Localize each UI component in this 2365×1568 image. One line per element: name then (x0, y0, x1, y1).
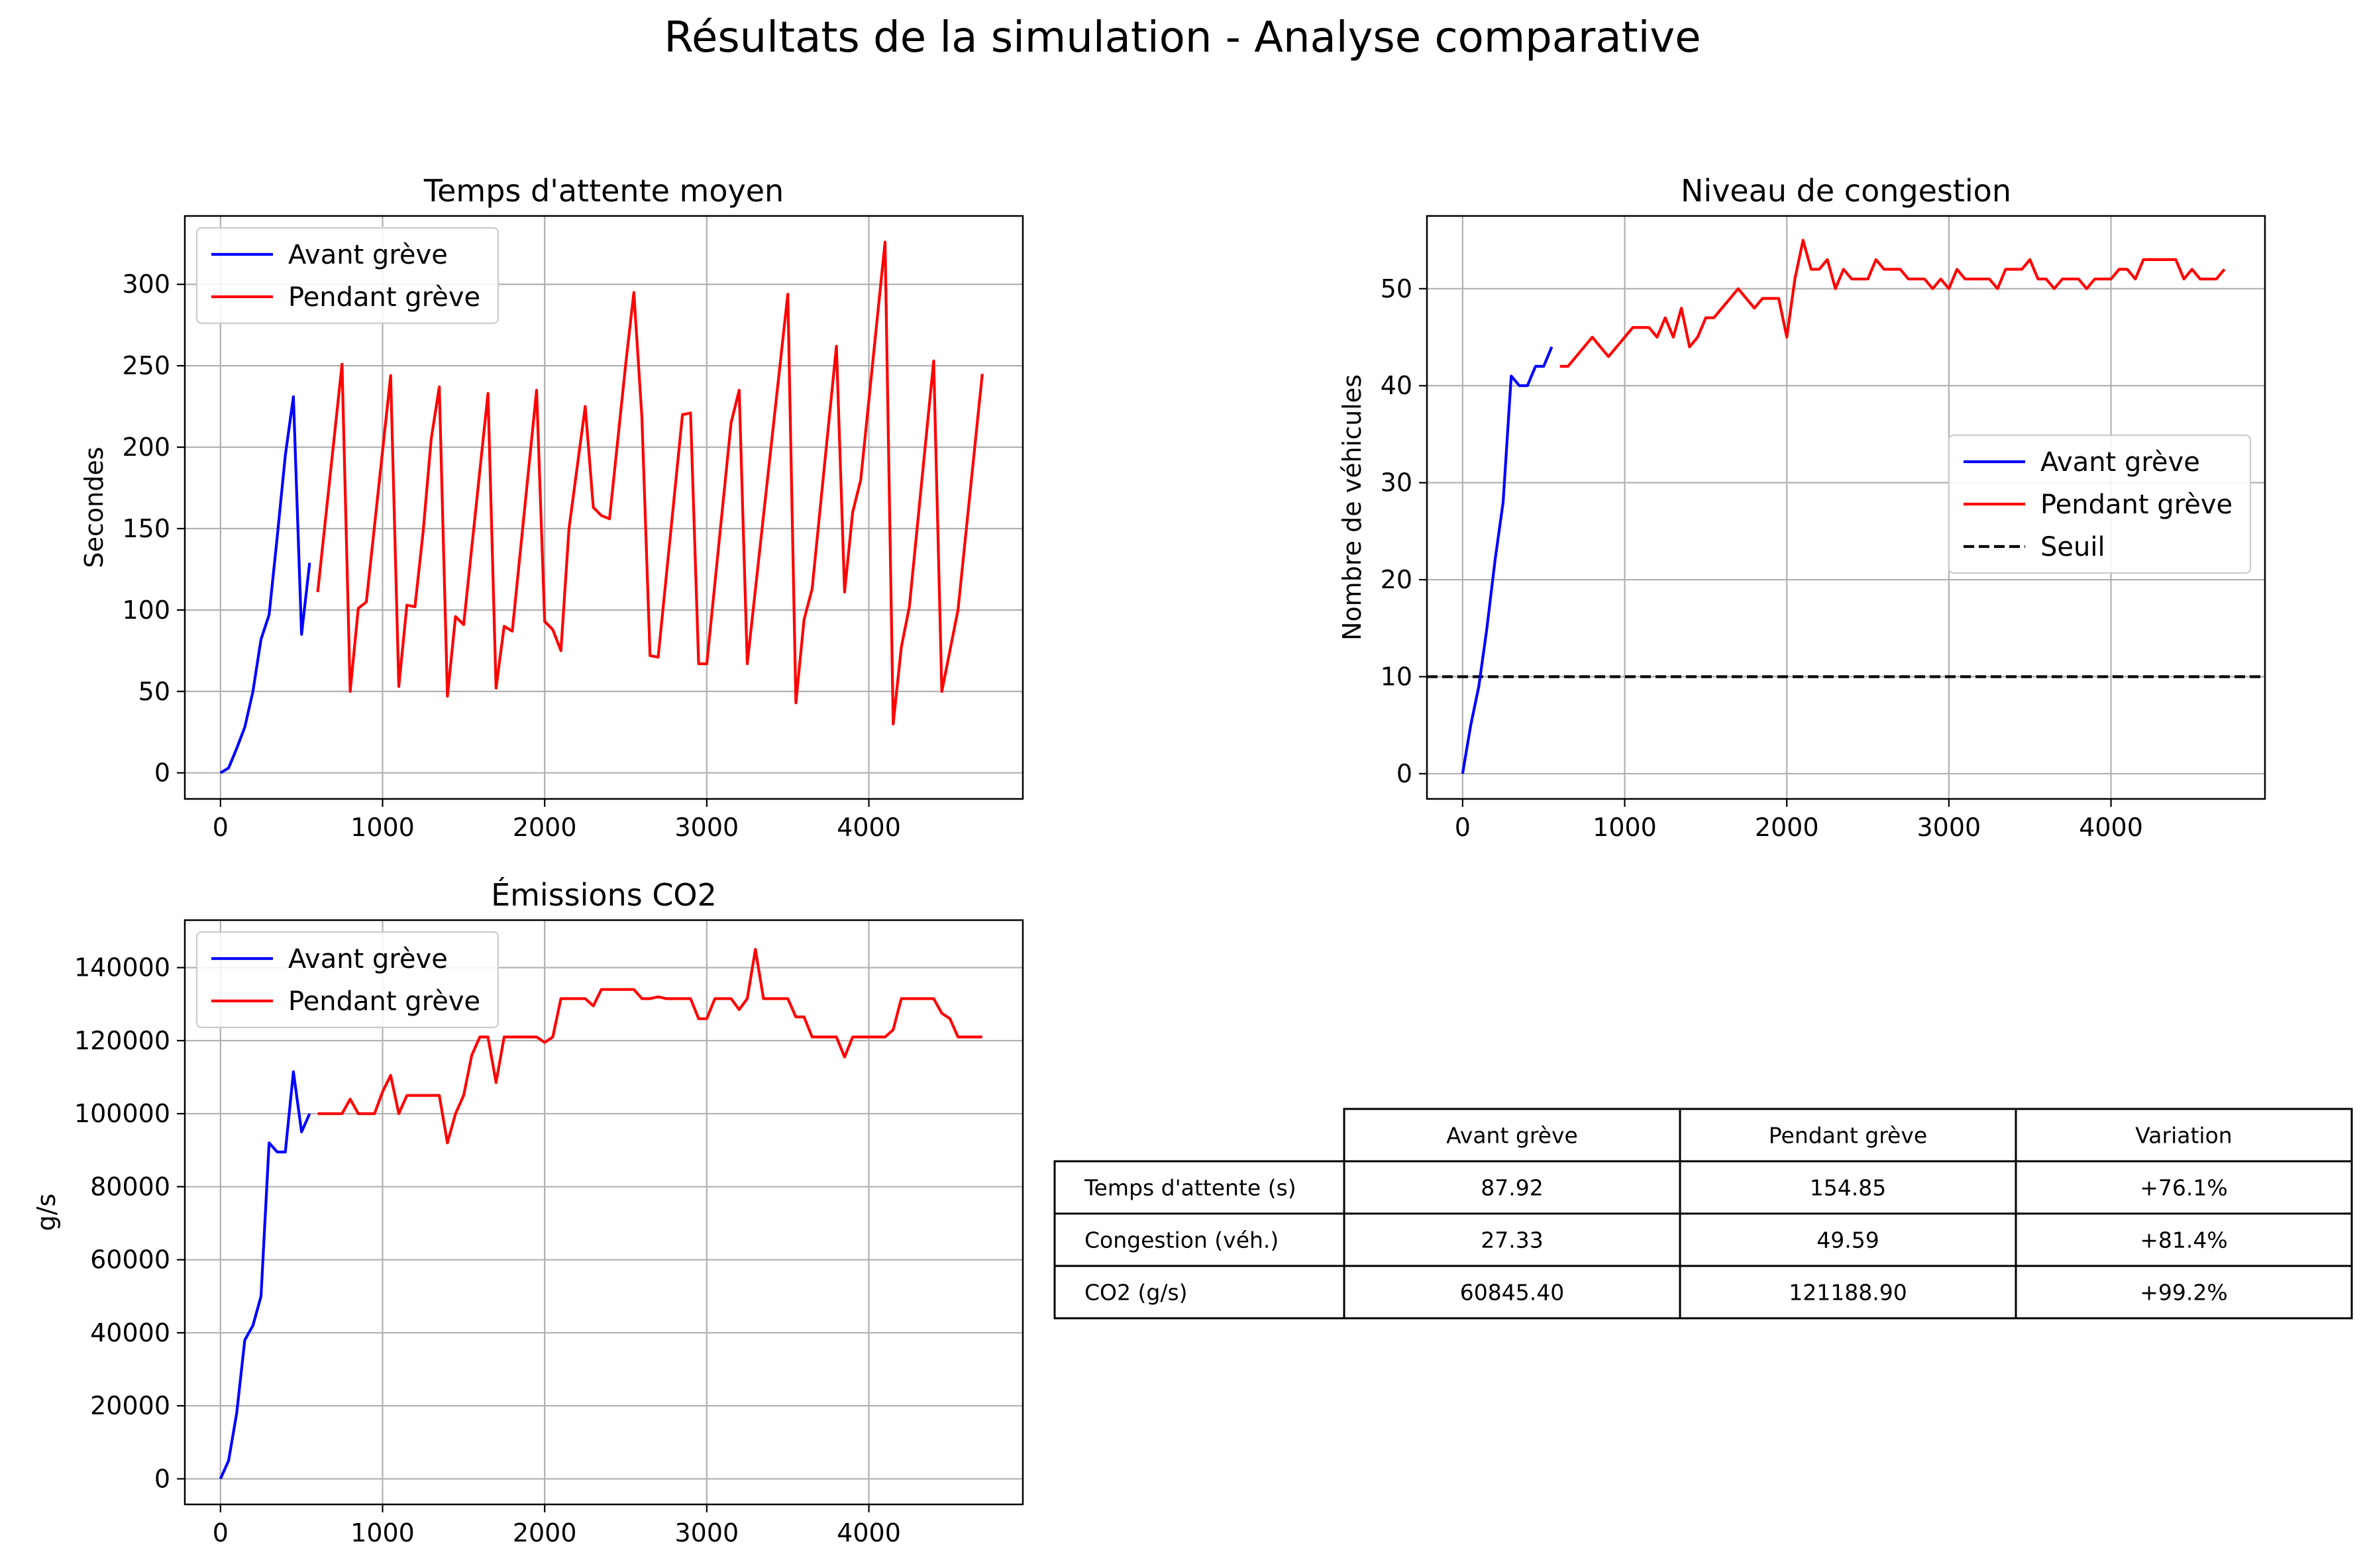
legend-label-pendant-greve: Pendant grève (2040, 490, 2233, 520)
series-line-avant-greve (219, 395, 311, 774)
y-tick-label: 20 (1381, 565, 1412, 594)
x-tick-label: 0 (213, 813, 229, 842)
chart-title: Émissions CO2 (491, 877, 717, 913)
table-cell-value: 87.92 (1481, 1175, 1543, 1201)
table-row-label-cell (1053, 1160, 1345, 1215)
series-line-avant-greve (1461, 346, 1553, 774)
table-row: Congestion (véh.) 27.33 49.59 +81.4% (1053, 1212, 2353, 1267)
table-cell (2015, 1212, 2353, 1267)
y-tick-label: 10 (1381, 662, 1412, 692)
summary-table: Avant grève Pendant grève Variation Temps d… (1053, 1108, 2353, 1320)
figure-title: Résultats de la simulation - Analyse com… (664, 13, 1701, 62)
y-tick-label: 0 (1396, 759, 1412, 788)
legend: Avant grève Pendant grève (195, 931, 499, 1029)
y-tick-label: 80000 (90, 1172, 170, 1201)
legend: Avant grève Pendant grève (195, 227, 499, 325)
x-tick-label: 3000 (675, 1518, 739, 1547)
table-cell-value: 154.85 (1810, 1175, 1886, 1201)
series-line-pendant-greve (317, 947, 982, 1145)
legend-label-avant-greve: Avant grève (288, 240, 448, 270)
x-tick-label: 2000 (1755, 813, 1819, 842)
x-tick-label: 3000 (675, 813, 739, 842)
x-tick-label: 4000 (837, 1518, 901, 1547)
chart-title: Temps d'attente moyen (423, 173, 784, 209)
table-cell (2015, 1160, 2353, 1215)
y-tick-label: 30 (1381, 468, 1412, 497)
x-tick-label: 4000 (837, 813, 901, 842)
x-tick-label: 1000 (350, 813, 415, 842)
table-header-cell (1679, 1108, 2017, 1163)
y-tick-label: 40 (1381, 371, 1412, 400)
x-tick-label: 4000 (2079, 813, 2143, 842)
series-line-avant-greve (219, 1070, 311, 1480)
table-cell (1679, 1265, 2017, 1320)
x-tick-label: 3000 (1917, 813, 1981, 842)
y-tick-label: 60000 (90, 1245, 170, 1275)
y-tick-label: 250 (122, 351, 170, 380)
plot-area-frame (1426, 215, 2266, 800)
table-cell-value: +81.4% (2140, 1228, 2227, 1253)
table-row-label: CO2 (g/s) (1084, 1280, 1188, 1306)
y-axis-label: Secondes (79, 446, 109, 568)
y-tick-label: 100000 (74, 1099, 170, 1128)
legend-label-pendant-greve: Pendant grève (288, 282, 480, 313)
table-row-label: Temps d'attente (s) (1084, 1175, 1296, 1201)
table-cell-value: 121188.90 (1789, 1280, 1907, 1306)
legend-frame (195, 227, 499, 325)
y-tick-label: 300 (122, 270, 170, 299)
table-row-label: Congestion (véh.) (1084, 1228, 1279, 1253)
chart-title: Niveau de congestion (1681, 173, 2011, 209)
y-axis-label: Nombre de véhicules (1338, 374, 1367, 641)
table-column-header: Avant grève (1446, 1123, 1578, 1149)
legend-frame (1948, 434, 2252, 574)
legend-label-pendant-greve: Pendant grève (288, 986, 480, 1017)
series-line-pendant-greve (1559, 238, 2226, 368)
table-row-label-cell (1053, 1265, 1345, 1320)
y-tick-label: 140000 (74, 953, 170, 982)
table-cell (2015, 1265, 2353, 1320)
table-header-cell (2015, 1108, 2353, 1163)
x-tick-label: 2000 (513, 1518, 577, 1547)
y-tick-label: 0 (154, 1464, 170, 1493)
legend: Avant grève Pendant grève Seuil (1948, 434, 2252, 574)
table-column-header: Pendant grève (1769, 1123, 1927, 1149)
table-column-header: Variation (2135, 1123, 2232, 1149)
x-tick-label: 0 (1455, 813, 1471, 842)
y-axis-label: g/s (32, 1194, 61, 1231)
y-tick-label: 20000 (90, 1391, 170, 1420)
y-tick-label: 50 (1381, 274, 1412, 303)
wait-time-chart: Temps d'attente moyen 0 1000 2000 3000 4000 0 5… (79, 173, 1024, 842)
table-cell-value: 49.59 (1816, 1228, 1879, 1253)
plot-area-frame (184, 919, 1024, 1506)
y-tick-label: 50 (138, 677, 170, 706)
y-tick-label: 120000 (74, 1026, 170, 1055)
x-tick-label: 0 (213, 1518, 229, 1547)
y-tick-label: 40000 (90, 1318, 170, 1347)
table-cell-value: +76.1% (2140, 1175, 2227, 1201)
legend-frame (195, 931, 499, 1029)
x-tick-label: 1000 (350, 1518, 415, 1547)
table-row: Temps d'attente (s) 87.92 154.85 +76.1% (1053, 1160, 2353, 1215)
table-row: CO2 (g/s) 60845.40 121188.90 +99.2% (1053, 1265, 2353, 1320)
legend-label-seuil: Seuil (2040, 532, 2105, 562)
y-tick-label: 100 (122, 596, 170, 625)
legend-label-avant-greve: Avant grève (2040, 447, 2200, 478)
y-tick-label: 150 (122, 514, 170, 543)
x-tick-label: 2000 (513, 813, 577, 842)
y-tick-label: 200 (122, 433, 170, 462)
table-cell-value: 60845.40 (1460, 1280, 1564, 1306)
congestion-chart: Niveau de congestion 0 1000 2000 3000 4000 0 10… (1338, 173, 2266, 842)
table-cell-value: +99.2% (2140, 1280, 2227, 1306)
y-tick-label: 0 (154, 758, 170, 788)
legend-label-avant-greve: Avant grève (288, 944, 448, 974)
plot-area-frame (184, 215, 1024, 800)
table-cell-value: 27.33 (1481, 1228, 1543, 1253)
x-tick-label: 1000 (1593, 813, 1657, 842)
table-cell (1343, 1265, 1681, 1320)
table-header-cell (1343, 1108, 1681, 1163)
series-line-pendant-greve (316, 240, 984, 726)
